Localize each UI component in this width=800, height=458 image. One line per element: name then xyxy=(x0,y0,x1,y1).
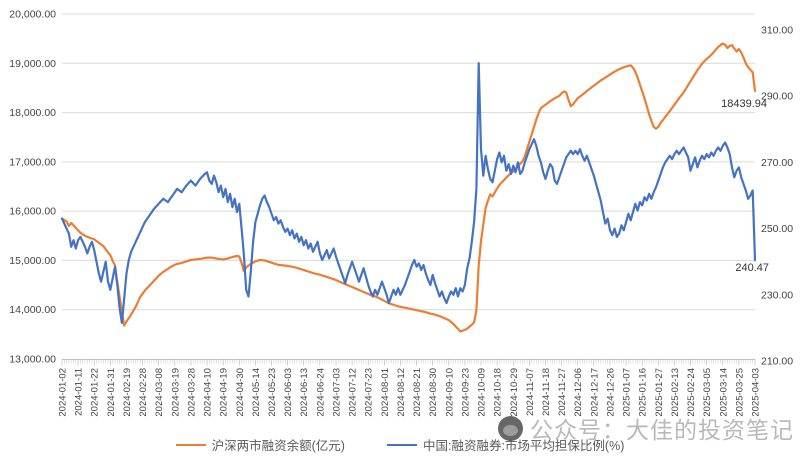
x-axis-date-label: 2024-01-11 xyxy=(74,368,85,416)
right-axis-tick-label: 290.00 xyxy=(761,91,793,103)
x-axis-date-label: 2024-04-19 xyxy=(219,368,230,417)
legend-item-margin-balance[interactable]: 沪深两市融资余额(亿元) xyxy=(175,435,345,454)
x-axis-date-label: 2024-09-10 xyxy=(444,368,455,417)
x-axis-date-label: 2024-12-06 xyxy=(573,368,584,417)
x-axis-date-label: 2024-11-07 xyxy=(525,368,536,416)
x-axis-date-label: 2024-08-21 xyxy=(412,368,423,417)
x-axis-date-label: 2024-01-02 xyxy=(58,368,69,417)
x-axis-date-label: 2024-10-29 xyxy=(509,368,520,417)
x-axis-date-label: 2024-06-13 xyxy=(299,368,310,417)
right-axis-tick-label: 250.00 xyxy=(761,223,793,235)
x-axis-date-label: 2025-03-05 xyxy=(702,368,713,417)
series-end-data-label: 18439.94 xyxy=(721,98,767,110)
x-axis-date-label: 2024-07-03 xyxy=(331,368,342,417)
x-axis-date-label: 2024-05-14 xyxy=(251,368,262,417)
right-axis-tick-label: 230.00 xyxy=(761,289,793,301)
x-axis-date-label: 2024-03-08 xyxy=(154,368,165,417)
left-axis-tick-label: 14,000.00 xyxy=(9,304,56,316)
x-axis-date-label: 2024-07-23 xyxy=(364,368,375,417)
x-axis-date-label: 2024-12-17 xyxy=(589,368,600,417)
series-line-guarantee-ratio xyxy=(60,61,757,324)
x-axis-date-label: 2024-08-01 xyxy=(380,368,391,417)
x-axis-date-label: 2025-01-27 xyxy=(654,368,665,417)
x-axis-date-label: 2024-05-23 xyxy=(267,368,278,417)
left-axis-tick-label: 13,000.00 xyxy=(9,354,56,366)
x-axis-date-label: 2024-06-24 xyxy=(315,368,326,417)
x-axis-date-label: 2024-01-31 xyxy=(106,368,117,417)
legend-label-guarantee-ratio: 中国:融资融券:市场平均担保比例(%) xyxy=(422,439,625,453)
x-axis-date-label: 2024-08-30 xyxy=(428,368,439,417)
x-axis-date-label: 2024-02-28 xyxy=(138,368,149,417)
left-axis-tick-label: 15,000.00 xyxy=(9,255,56,267)
right-axis-tick-label: 310.00 xyxy=(761,25,793,37)
x-axis-date-label: 2025-02-13 xyxy=(670,368,681,417)
series-end-data-label: 240.47 xyxy=(735,262,769,274)
chart-legend: 沪深两市融资余额(亿元) 中国:融资融券:市场平均担保比例(%) xyxy=(0,435,800,454)
x-axis-date-label: 2024-10-18 xyxy=(493,368,504,417)
left-axis-tick-label: 16,000.00 xyxy=(9,206,56,218)
x-axis-date-label: 2024-03-19 xyxy=(170,368,181,417)
legend-line-swatch-blue xyxy=(386,443,417,446)
right-axis-tick-label: 270.00 xyxy=(761,157,793,169)
x-axis-date-label: 2025-03-14 xyxy=(718,368,729,417)
x-axis-date-label: 2024-04-10 xyxy=(203,368,214,417)
left-axis-tick-label: 18,000.00 xyxy=(9,107,56,119)
legend-item-guarantee-ratio[interactable]: 中国:融资融券:市场平均担保比例(%) xyxy=(386,435,625,454)
left-axis-tick-label: 20,000.00 xyxy=(9,9,56,21)
x-axis-date-label: 2025-01-07 xyxy=(622,368,633,417)
legend-label-margin-balance: 沪深两市融资余额(亿元) xyxy=(211,439,345,453)
x-axis-date-label: 2024-02-19 xyxy=(122,368,133,417)
x-axis-date-label: 2025-04-03 xyxy=(751,368,762,417)
x-axis-date-label: 2024-08-12 xyxy=(396,368,407,417)
x-axis-date-label: 2024-09-23 xyxy=(460,368,471,417)
left-axis-tick-label: 17,000.00 xyxy=(9,156,56,168)
x-axis-date-label: 2024-03-28 xyxy=(186,368,197,417)
x-axis-date-label: 2024-06-03 xyxy=(283,368,294,417)
x-axis-date-label: 2025-03-25 xyxy=(734,368,745,417)
x-axis-date-label: 2024-12-26 xyxy=(605,368,616,417)
left-axis-tick-label: 19,000.00 xyxy=(9,58,56,70)
legend-line-swatch-orange xyxy=(175,443,206,446)
x-axis-date-label: 2024-01-22 xyxy=(90,368,101,417)
x-axis-date-label: 2024-11-18 xyxy=(541,368,552,416)
x-axis-date-label: 2025-01-16 xyxy=(638,368,649,417)
x-axis-date-label: 2024-11-27 xyxy=(557,368,568,416)
x-axis-date-label: 2025-02-24 xyxy=(686,368,697,417)
x-axis-date-label: 2024-04-30 xyxy=(235,368,246,417)
series-line-margin-balance xyxy=(60,42,757,333)
x-axis-date-label: 2024-07-12 xyxy=(348,368,359,417)
right-axis-tick-label: 210.00 xyxy=(761,356,793,368)
x-axis-date-label: 2024-10-09 xyxy=(477,368,488,417)
